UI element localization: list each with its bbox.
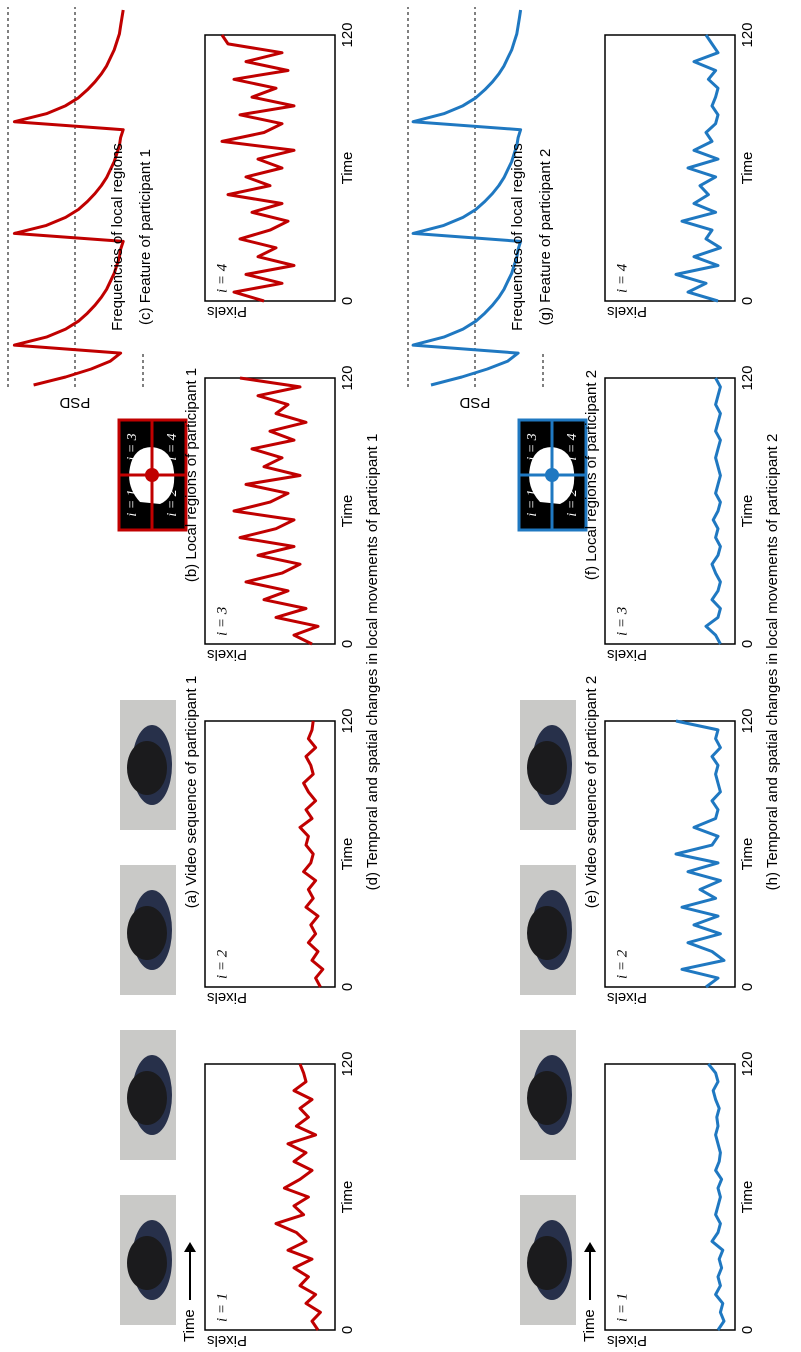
- person-head: [527, 1071, 567, 1125]
- person-head: [127, 1236, 167, 1290]
- panel-ylabel: Pixels: [607, 646, 647, 663]
- movement-line: [298, 720, 325, 988]
- time-arrow-head: [184, 1242, 196, 1252]
- region-label: i = 1: [125, 489, 140, 516]
- panel-ylabel: Pixels: [607, 989, 647, 1006]
- panel-frame: [604, 377, 736, 645]
- x-tick-label: 0: [339, 297, 356, 305]
- psd-xlabel: Frequencies of local regions: [509, 143, 526, 331]
- movement-line: [704, 377, 722, 645]
- panel-label: i = 3: [614, 607, 630, 636]
- video-caption: (a) Video sequence of participant 1: [183, 676, 200, 908]
- region-label: i = 1: [525, 489, 540, 516]
- movement-line: [220, 34, 296, 303]
- x-axis-label: Time: [739, 495, 756, 528]
- region-center: [545, 468, 559, 482]
- panel-label: i = 4: [214, 263, 230, 293]
- x-tick-label: 0: [739, 640, 756, 648]
- x-axis-label: Time: [739, 838, 756, 871]
- region-label: i = 3: [125, 433, 140, 460]
- movement-caption: (d) Temporal and spatial changes in loca…: [364, 434, 381, 891]
- time-arrow-label: Time: [181, 1309, 198, 1342]
- region-label: i = 3: [525, 433, 540, 460]
- psd-caption: (c) Feature of participant 1: [137, 149, 154, 325]
- x-tick-label: 0: [339, 983, 356, 991]
- panel-ylabel: Pixels: [607, 303, 647, 320]
- psd-line: [411, 9, 523, 387]
- region-label: i = 2: [165, 489, 180, 516]
- panel-frame: [204, 377, 336, 645]
- regions-caption: (b) Local regions of participant 1: [183, 368, 200, 582]
- panel-label: i = 1: [214, 1293, 230, 1322]
- x-axis-label: Time: [339, 1181, 356, 1214]
- region-label: i = 2: [565, 489, 580, 516]
- video-caption: (e) Video sequence of participant 2: [583, 676, 600, 908]
- region-label: i = 4: [565, 433, 580, 460]
- person-head: [127, 1071, 167, 1125]
- regions-caption: (f) Local regions of participant 2: [583, 370, 600, 580]
- panel-label: i = 2: [214, 949, 230, 979]
- movement-line: [232, 376, 320, 646]
- movement-line: [674, 719, 726, 989]
- x-tick-label: 120: [339, 365, 356, 390]
- panel-frame: [604, 34, 736, 302]
- person-head: [527, 1236, 567, 1290]
- psd-ylabel: PSD: [59, 394, 90, 411]
- x-tick-label: 0: [739, 1326, 756, 1334]
- panel-ylabel: Pixels: [207, 646, 247, 663]
- x-tick-label: 120: [739, 1051, 756, 1076]
- psd-caption: (g) Feature of participant 2: [537, 149, 554, 326]
- person-head: [527, 741, 567, 795]
- panel-frame: [204, 34, 336, 302]
- region-center: [145, 468, 159, 482]
- person-head: [127, 906, 167, 960]
- figure-body: Time (a) Video sequence of participant 1 i…: [7, 7, 781, 1349]
- x-axis-label: Time: [339, 152, 356, 185]
- x-tick-label: 0: [739, 297, 756, 305]
- x-tick-label: 0: [339, 640, 356, 648]
- movement-line: [707, 1063, 726, 1331]
- movement-line: [674, 34, 722, 303]
- panel-label: i = 2: [614, 949, 630, 979]
- movement-line: [274, 1063, 322, 1331]
- x-axis-label: Time: [339, 495, 356, 528]
- psd-ylabel: PSD: [459, 394, 490, 411]
- psd-line: [12, 9, 125, 387]
- panel-frame: [204, 1063, 336, 1331]
- person-head: [527, 906, 567, 960]
- person-head: [127, 741, 167, 795]
- x-tick-label: 120: [739, 22, 756, 47]
- time-arrow-head: [584, 1242, 596, 1252]
- x-tick-label: 0: [339, 1326, 356, 1334]
- x-tick-label: 0: [739, 983, 756, 991]
- panel-ylabel: Pixels: [207, 1332, 247, 1349]
- movement-caption: (h) Temporal and spatial changes in loca…: [764, 434, 781, 891]
- x-axis-label: Time: [739, 1181, 756, 1214]
- panel-label: i = 3: [214, 607, 230, 636]
- region-label: i = 4: [165, 433, 180, 460]
- time-arrow-label: Time: [581, 1309, 598, 1342]
- x-tick-label: 120: [339, 1051, 356, 1076]
- x-tick-label: 120: [339, 708, 356, 733]
- x-tick-label: 120: [339, 22, 356, 47]
- x-tick-label: 120: [739, 365, 756, 390]
- panel-frame: [204, 720, 336, 988]
- x-tick-label: 120: [739, 708, 756, 733]
- x-axis-label: Time: [739, 152, 756, 185]
- panel-ylabel: Pixels: [207, 303, 247, 320]
- psd-xlabel: Frequencies of local regions: [109, 143, 126, 331]
- panel-frame: [604, 1063, 736, 1331]
- panel-ylabel: Pixels: [207, 989, 247, 1006]
- x-axis-label: Time: [339, 838, 356, 871]
- panel-label: i = 4: [614, 263, 630, 293]
- panel-label: i = 1: [614, 1293, 630, 1322]
- panel-ylabel: Pixels: [607, 1332, 647, 1349]
- panel-frame: [604, 720, 736, 988]
